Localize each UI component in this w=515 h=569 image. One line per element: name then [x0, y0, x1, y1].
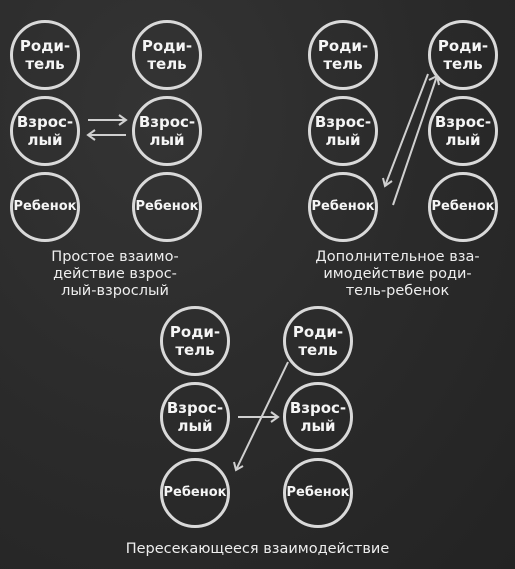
parent-ego-state-left-3: Роди- тель: [160, 306, 230, 376]
parent-ego-state-right-3: Роди- тель: [283, 306, 353, 376]
adult-ego-state-left-3: Взрос- лый: [160, 382, 230, 452]
child-ego-state-right-3: Ребенок: [283, 458, 353, 528]
node-label: Ребенок: [13, 199, 77, 214]
caption-simple: Простое взаимо- действие взрос- лый-взро…: [51, 249, 179, 299]
node-label: Роди- тель: [317, 37, 369, 73]
caption-crossed: Пересекающееся взаимодействие: [125, 541, 390, 557]
arrow-parent-to-child-crossed: [233, 361, 289, 472]
child-ego-state-left-2: Ребенок: [308, 172, 378, 242]
child-ego-state-left-3: Ребенок: [160, 458, 230, 528]
node-label: Взрос- лый: [434, 113, 492, 149]
child-ego-state-left-1: Ребенок: [10, 172, 80, 242]
adult-ego-state-right-2: Взрос- лый: [428, 96, 498, 166]
parent-ego-state-right-2: Роди- тель: [428, 20, 498, 90]
node-label: Роди- тель: [169, 323, 221, 359]
parent-ego-state-left-2: Роди- тель: [308, 20, 378, 90]
node-label: Роди- тель: [141, 37, 193, 73]
node-label: Ребенок: [135, 199, 199, 214]
parent-ego-state-left-1: Роди- тель: [10, 20, 80, 90]
adult-ego-state-left-2: Взрос- лый: [308, 96, 378, 166]
node-label: Ребенок: [163, 485, 227, 500]
node-label: Ребенок: [286, 485, 350, 500]
caption-complementary: Дополнительное вза- имодействие роди- те…: [315, 249, 480, 299]
node-label: Взрос- лый: [16, 113, 74, 149]
node-label: Взрос- лый: [289, 399, 347, 435]
node-label: Ребенок: [311, 199, 375, 214]
child-ego-state-right-2: Ребенок: [428, 172, 498, 242]
child-ego-state-right-1: Ребенок: [132, 172, 202, 242]
parent-ego-state-right-1: Роди- тель: [132, 20, 202, 90]
adult-ego-state-left-1: Взрос- лый: [10, 96, 80, 166]
node-label: Взрос- лый: [166, 399, 224, 435]
node-label: Взрос- лый: [314, 113, 372, 149]
adult-ego-state-right-1: Взрос- лый: [132, 96, 202, 166]
adult-ego-state-right-3: Взрос- лый: [283, 382, 353, 452]
arrow-adult-to-adult-crossed: [238, 411, 280, 423]
node-label: Взрос- лый: [138, 113, 196, 149]
node-label: Роди- тель: [437, 37, 489, 73]
arrow-parent-to-child: [382, 73, 429, 188]
arrow-adult-to-adult-right: [88, 114, 128, 126]
node-label: Ребенок: [431, 199, 495, 214]
node-label: Роди- тель: [292, 323, 344, 359]
node-label: Роди- тель: [19, 37, 71, 73]
arrow-child-to-parent: [392, 74, 440, 206]
arrow-adult-to-adult-left: [86, 129, 126, 141]
